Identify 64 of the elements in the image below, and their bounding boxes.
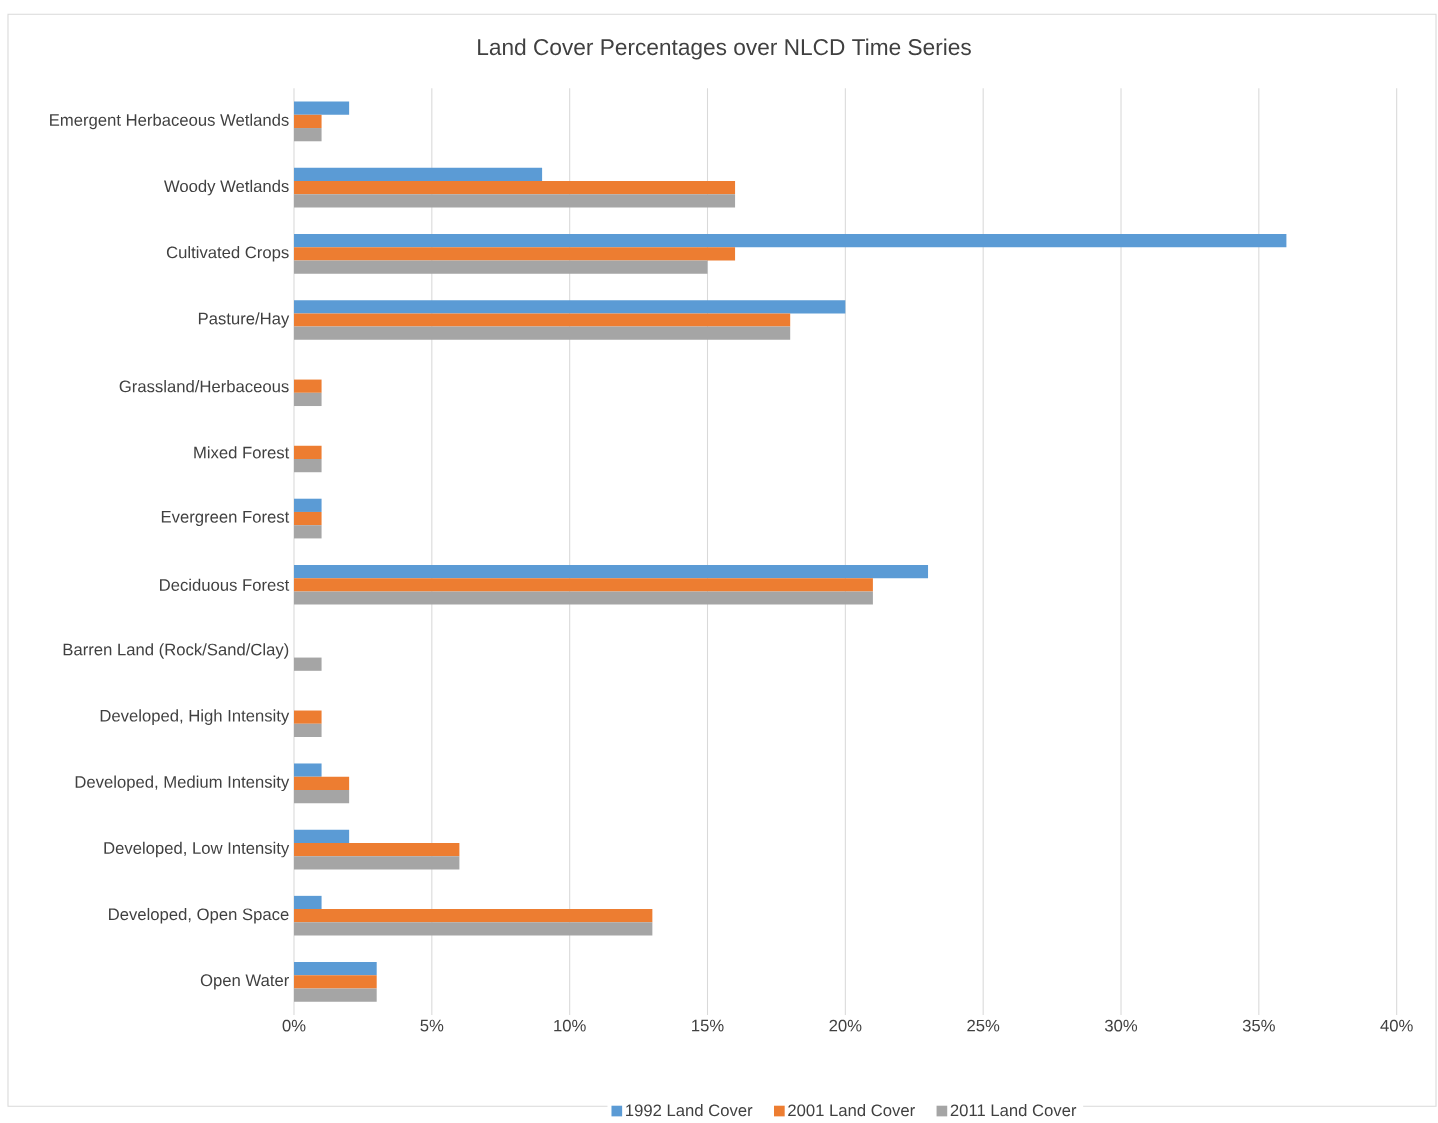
bar — [294, 246, 736, 261]
bar — [294, 180, 736, 195]
bar — [294, 233, 1287, 247]
bar — [294, 657, 322, 671]
bar — [294, 445, 322, 459]
bar — [294, 908, 653, 923]
bar — [294, 895, 322, 909]
bar — [294, 114, 322, 128]
bar — [294, 776, 350, 790]
x-tick-label: 20% — [829, 1019, 862, 1032]
bar — [294, 564, 929, 578]
bar — [294, 260, 708, 274]
legend-label: 2001 Land Cover — [788, 1103, 915, 1117]
bar — [294, 101, 350, 115]
legend-label: 1992 Land Cover — [626, 1103, 753, 1117]
y-tick-label: Evergreen Forest — [161, 510, 290, 526]
bar — [294, 975, 377, 989]
bar — [294, 922, 653, 936]
x-tick-label: 0% — [282, 1019, 306, 1032]
y-tick-label: Deciduous Forest — [160, 578, 290, 591]
x-tick-label: 30% — [1104, 1019, 1138, 1032]
bar — [294, 829, 350, 843]
bar — [294, 194, 736, 208]
x-tick-label: 25% — [967, 1019, 1000, 1032]
y-tick-label: Woody Wetlands — [164, 179, 289, 196]
x-tick-label: 10% — [554, 1019, 586, 1032]
bar — [294, 577, 873, 592]
y-tick-label: Emergent Herbaceous Wetlands — [50, 113, 289, 129]
y-tick-label: Developed, Medium Intensity — [75, 775, 290, 791]
x-tick-label: 40% — [1380, 1019, 1413, 1032]
bar — [294, 789, 350, 803]
bar — [294, 127, 322, 142]
bar — [294, 710, 322, 724]
x-tick-label: 5% — [420, 1019, 444, 1032]
bar — [294, 591, 873, 605]
y-tick-label: Grassland/Herbaceous — [119, 379, 289, 393]
y-tick-label: Barren Land (Rock/Sand/Clay) — [63, 642, 289, 659]
bar — [294, 988, 377, 1002]
y-tick-label: Cultivated Crops — [166, 245, 289, 262]
bar — [294, 299, 846, 314]
y-tick-label: Open Water — [200, 974, 290, 990]
y-tick-label: Developed, High Intensity — [100, 709, 290, 725]
bar — [294, 723, 322, 737]
bar — [294, 313, 791, 327]
bar — [294, 167, 543, 181]
bar — [294, 511, 322, 525]
y-tick-label: Pasture/Hay — [198, 312, 290, 328]
bar — [294, 392, 322, 406]
x-tick-label: 15% — [692, 1019, 724, 1032]
y-tick-label: Mixed Forest — [194, 446, 290, 459]
bar — [294, 842, 460, 856]
y-tick-label: Developed, Open Space — [109, 907, 289, 924]
y-tick-label: Developed, Low Intensity — [104, 841, 290, 858]
bar — [294, 524, 322, 539]
bar — [294, 326, 791, 340]
bar — [294, 458, 322, 473]
bar — [294, 961, 377, 976]
x-tick-label: 35% — [1242, 1019, 1275, 1032]
bar — [294, 855, 460, 870]
bar — [294, 763, 322, 777]
bar — [294, 498, 322, 512]
chart-title: Land Cover Percentages over NLCD Time Series — [478, 38, 971, 60]
legend-label: 2011 Land Cover — [950, 1103, 1077, 1117]
bar — [294, 379, 322, 393]
